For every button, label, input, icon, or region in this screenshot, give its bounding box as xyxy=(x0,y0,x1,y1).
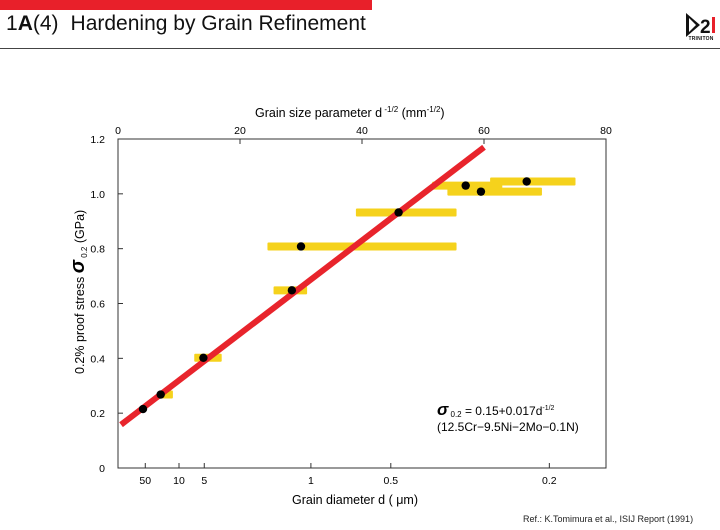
y-axis-label: 0.2% proof stress σ 0.2 (GPa) xyxy=(67,210,89,374)
equation-text: σ 0.2 = 0.15+0.017d-1/2 xyxy=(437,400,555,419)
data-point xyxy=(461,181,470,190)
y-tick-label: 0.4 xyxy=(90,353,105,365)
data-point xyxy=(287,286,297,295)
y-tick-label: 0.8 xyxy=(90,244,105,256)
bottom-tick-label: 1 xyxy=(308,475,314,487)
y-tick-label: 0 xyxy=(99,463,105,475)
bottom-tick-label: 0.2 xyxy=(542,475,557,487)
data-point xyxy=(296,242,306,251)
section-sub: (4) xyxy=(32,12,59,35)
header-accent-bar xyxy=(0,0,372,10)
logo-text: TRINITON xyxy=(688,36,714,42)
bottom-axis-label: Grain diameter d ( μm) xyxy=(292,493,418,507)
error-band xyxy=(447,187,542,196)
y-tick-label: 0.6 xyxy=(90,299,105,311)
top-tick-label: 80 xyxy=(600,125,612,137)
section-letter: A xyxy=(17,12,33,35)
y-axis-label-text: 0.2% proof stress σ 0.2 (GPa) xyxy=(67,210,89,374)
error-band xyxy=(490,177,576,186)
bottom-tick-label: 0.5 xyxy=(383,475,398,487)
title-text: Hardening by Grain Refinement xyxy=(70,12,366,35)
data-point xyxy=(199,353,208,362)
data-point xyxy=(138,404,148,414)
data-point xyxy=(476,187,486,196)
y-tick-label: 0.2 xyxy=(90,408,105,420)
top-axis-label: Grain size parameter d -1/2 (mm-1/2) xyxy=(255,105,445,120)
page-title: 1A(4) Hardening by Grain Refinement xyxy=(6,12,366,36)
reference-note: Ref.: K.Tomimura et al., ISIJ Report (19… xyxy=(523,514,694,524)
data-point xyxy=(156,390,165,399)
brand-logo-icon: 2 xyxy=(686,13,715,38)
fit-line xyxy=(119,144,486,428)
composition-text: (12.5Cr−9.5Ni−2Mo−0.1N) xyxy=(437,420,579,434)
y-tick-label: 1.0 xyxy=(90,189,105,201)
fit-equation: σ 0.2 = 0.15+0.017d-1/2(12.5Cr−9.5Ni−2Mo… xyxy=(437,400,579,434)
data-point xyxy=(394,208,403,217)
data-point xyxy=(522,177,531,186)
svg-text:2: 2 xyxy=(700,17,711,38)
bottom-tick-label: 10 xyxy=(173,475,185,487)
bottom-tick-label: 50 xyxy=(139,475,151,487)
y-tick-label: 1.2 xyxy=(90,134,105,146)
error-band xyxy=(267,242,457,251)
bottom-tick-label: 5 xyxy=(201,475,207,487)
top-tick-label: 60 xyxy=(478,125,490,137)
section-number: 1 xyxy=(6,12,18,35)
error-band xyxy=(355,208,457,217)
top-tick-label: 0 xyxy=(115,125,121,137)
top-tick-label: 40 xyxy=(356,125,368,137)
top-tick-label: 20 xyxy=(234,125,246,137)
header-divider xyxy=(0,48,720,49)
